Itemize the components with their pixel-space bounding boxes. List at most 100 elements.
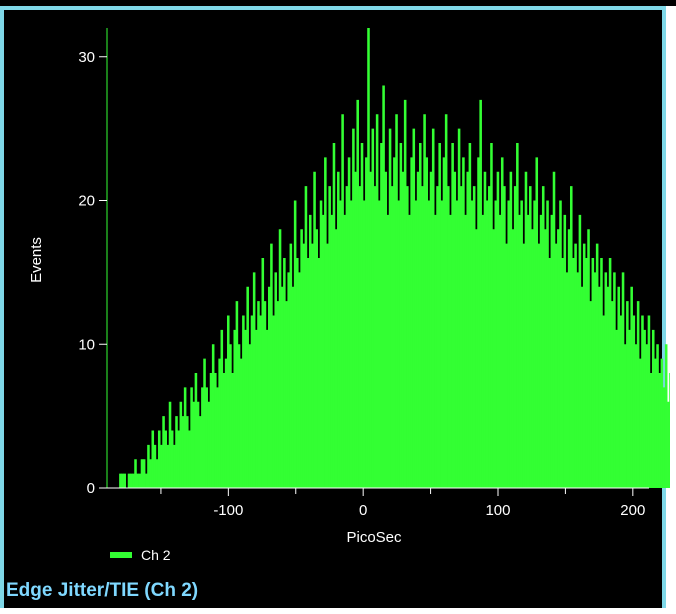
histogram-bar [548, 258, 551, 488]
histogram-bar [505, 243, 508, 488]
histogram-bar [358, 186, 362, 488]
histogram-bar [388, 128, 392, 488]
histogram-bar [162, 416, 165, 488]
histogram-bar [580, 286, 584, 488]
histogram-bar [235, 301, 239, 488]
histogram-bar [170, 430, 174, 488]
histogram-bar [669, 373, 670, 488]
histogram-bar [518, 214, 521, 488]
histogram-bar [218, 358, 221, 488]
x-axis-title: PicoSec [346, 529, 402, 546]
histogram-bar [132, 473, 135, 488]
histogram-bar [257, 301, 260, 488]
histogram-bar [263, 301, 267, 488]
histogram-bar [662, 387, 666, 488]
histogram-bar [557, 229, 560, 488]
legend: Ch 2 [110, 547, 171, 563]
panel-title[interactable]: Edge Jitter/TIE (Ch 2) [6, 580, 199, 601]
histogram-bar [209, 373, 213, 488]
histogram-bar [384, 171, 388, 488]
histogram-bar [173, 444, 176, 488]
histogram-bar [639, 358, 642, 488]
histogram-bar [267, 286, 271, 488]
histogram-bar [220, 329, 224, 488]
histogram-bar [274, 272, 278, 488]
histogram-bar [365, 157, 368, 488]
histogram-bar [224, 358, 228, 488]
histogram-bar [651, 329, 655, 488]
histogram-bar [516, 143, 519, 488]
histogram-bar [283, 258, 286, 488]
histogram-bar [352, 128, 355, 488]
x-tick-label: -100 [213, 502, 243, 519]
histogram-bar [317, 258, 321, 488]
histogram-bar [589, 301, 592, 488]
histogram-bar [289, 243, 293, 488]
histogram-bar [567, 229, 571, 488]
x-axis-ticks: -100 0 100 200 [160, 488, 645, 519]
histogram-bar [242, 315, 245, 488]
histogram-bar [332, 143, 336, 488]
histogram-bar [129, 473, 133, 488]
histogram-bar [270, 243, 273, 488]
histogram-bar [453, 171, 457, 488]
histogram-bar [321, 214, 325, 488]
histogram-bar [630, 286, 633, 488]
histogram-bar [423, 114, 426, 488]
histogram-bar [308, 214, 312, 488]
histogram-bar [164, 430, 167, 488]
histogram-bar [509, 171, 513, 488]
histogram-bar [278, 229, 282, 488]
histogram-bar [628, 329, 631, 488]
histogram-bar [598, 286, 601, 488]
legend-swatch-ch2 [110, 552, 132, 558]
histogram-bar [410, 157, 413, 488]
histogram-bar [160, 444, 163, 488]
histogram-bar [347, 157, 351, 488]
histogram-bar [466, 171, 470, 488]
histogram-bar [418, 143, 422, 488]
histogram-bar [595, 243, 599, 488]
histogram-bar [395, 114, 398, 488]
histogram-bar [610, 301, 614, 488]
histogram-bar [470, 200, 474, 488]
histogram-bar [552, 171, 556, 488]
histogram-bar [194, 373, 198, 488]
histogram-bar [261, 258, 265, 488]
histogram-bar [246, 286, 249, 488]
histogram-bar [559, 200, 562, 488]
y-tick-label: 20 [78, 193, 95, 210]
histogram-bar [457, 128, 461, 488]
histogram-bar [569, 186, 573, 488]
histogram-bar [449, 214, 452, 488]
histogram-bar [654, 358, 657, 488]
histogram-bar [280, 286, 284, 488]
histogram-bar [537, 243, 541, 488]
histogram-bar [498, 214, 502, 488]
histogram-bar [207, 401, 211, 488]
histogram-bar [529, 186, 532, 488]
histogram-bar [343, 214, 347, 488]
histogram-bar [656, 344, 659, 488]
histogram-bar [276, 301, 280, 488]
histogram-bar [490, 143, 493, 488]
histogram-bar [511, 229, 515, 488]
histogram-bar [229, 344, 232, 488]
histogram-bar [302, 243, 306, 488]
histogram-bar [462, 157, 465, 488]
histogram-bar [177, 430, 180, 488]
histogram-bar [145, 473, 148, 488]
histogram-bar [483, 171, 487, 488]
histogram-bar [142, 459, 146, 488]
histogram-bar [494, 200, 498, 488]
histogram-bar [330, 214, 334, 488]
histogram-bar [649, 373, 653, 488]
histogram-bar [298, 272, 301, 488]
histogram-bar [563, 214, 567, 488]
histogram-bar [237, 344, 241, 488]
histogram-bar [248, 344, 252, 488]
histogram-bar [520, 200, 523, 488]
histogram-bar [572, 258, 575, 488]
histogram-bar [265, 329, 269, 488]
x-tick-label: 0 [359, 502, 367, 519]
